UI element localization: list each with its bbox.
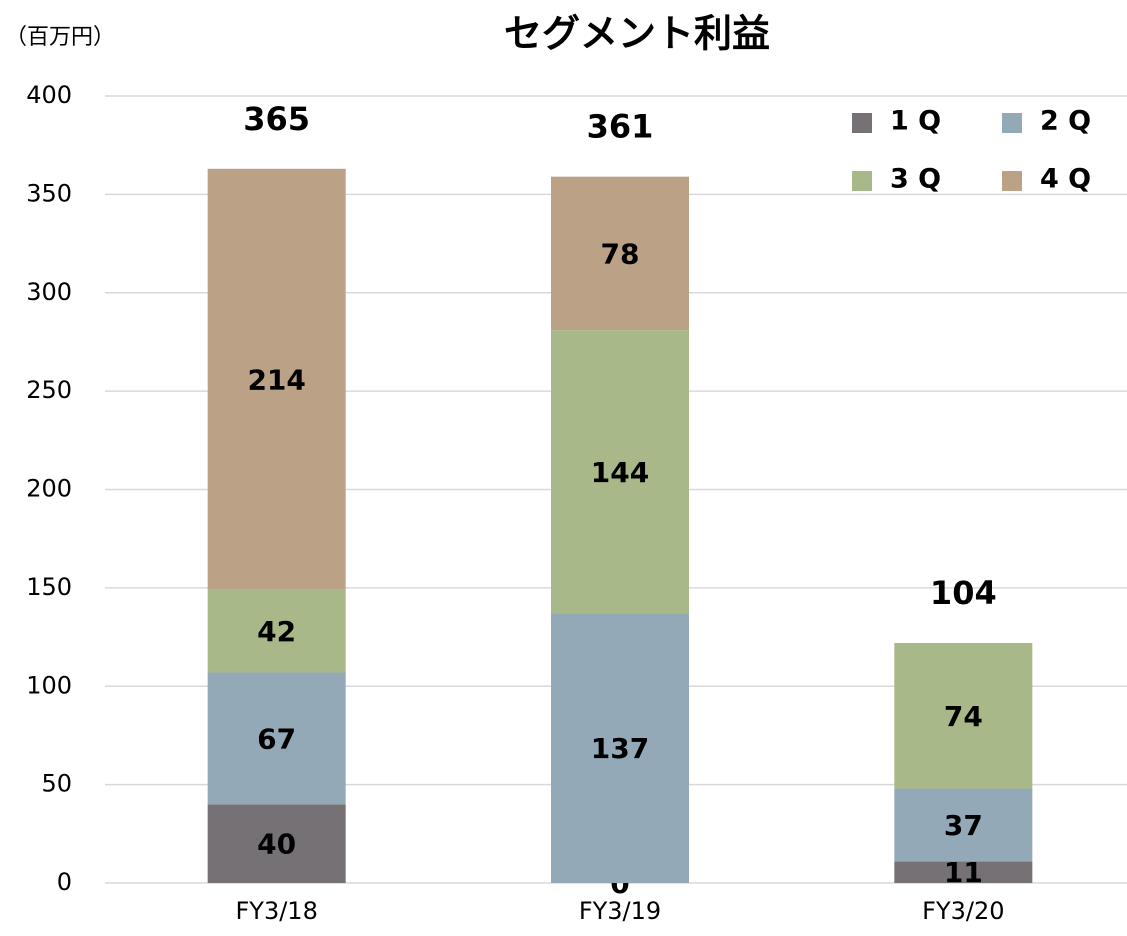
legend-swatch (852, 171, 872, 191)
value-label: 214 (247, 363, 305, 396)
bar-segment (207, 589, 346, 673)
value-label: 137 (591, 732, 649, 765)
value-label: 42 (257, 615, 296, 648)
bar-segment (207, 672, 346, 805)
y-tick-label: 250 (26, 376, 72, 404)
value-label: 78 (601, 237, 640, 270)
bar-segment (551, 613, 689, 883)
legend-label: 1 Q (890, 106, 941, 137)
unit-label: （百万円） (5, 25, 115, 50)
value-label: 74 (944, 700, 983, 733)
value-label: 144 (591, 456, 649, 489)
value-label: 67 (257, 722, 296, 755)
bar-segment (207, 804, 346, 883)
legend-label: 2 Q (1040, 106, 1091, 137)
y-tick-label: 100 (26, 671, 72, 699)
bar-segment (894, 642, 1033, 789)
legend-swatch (1002, 113, 1022, 133)
value-label: 40 (257, 828, 296, 861)
total-label: 361 (587, 108, 654, 146)
bar-segment (894, 861, 1033, 883)
y-tick-label: 300 (26, 278, 72, 306)
legend-swatch (1002, 171, 1022, 191)
chart-title: セグメント利益 (504, 12, 770, 56)
total-label: 365 (243, 100, 310, 138)
value-label: 37 (944, 809, 983, 842)
y-tick-label: 200 (26, 475, 72, 503)
bar-segment (894, 788, 1033, 862)
y-tick-label: 400 (26, 81, 72, 109)
bar-segment (551, 330, 689, 614)
x-tick-label: FY3/18 (235, 897, 317, 925)
x-tick-label: FY3/20 (922, 897, 1004, 925)
value-label: 11 (944, 856, 983, 889)
bar-segment (207, 168, 346, 590)
legend-swatch (852, 113, 872, 133)
legend-label: 3 Q (890, 164, 941, 195)
bar-segment (551, 176, 689, 331)
y-tick-label: 350 (26, 179, 72, 207)
y-tick-label: 50 (41, 770, 72, 798)
legend-label: 4 Q (1040, 164, 1091, 195)
y-tick-label: 0 (57, 868, 72, 896)
total-label: 104 (930, 574, 997, 612)
x-tick-label: FY3/19 (579, 897, 661, 925)
y-tick-label: 150 (26, 573, 72, 601)
